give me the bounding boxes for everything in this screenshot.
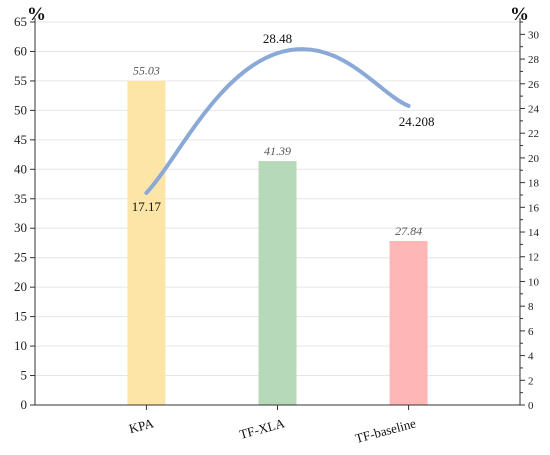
left-tick-label: 20 — [14, 279, 27, 294]
right-tick-label: 6 — [528, 326, 534, 338]
bars — [127, 80, 428, 405]
right-tick-label: 24 — [528, 103, 540, 115]
right-tick-label: 16 — [528, 202, 540, 214]
left-tick-label: 35 — [14, 191, 27, 206]
axes — [30, 18, 525, 410]
left-tick-label: 5 — [21, 368, 28, 383]
right-tick-label: 12 — [528, 252, 539, 264]
category-label: KPA — [127, 415, 155, 436]
left-tick-label: 65 — [14, 14, 27, 29]
category-label: TF-baseline — [353, 415, 417, 446]
left-tick-label: 60 — [14, 43, 27, 58]
left-tick-label: 45 — [14, 132, 27, 147]
category-label: TF-XLA — [238, 415, 287, 442]
right-tick-label: 0 — [528, 400, 534, 412]
right-axis-unit: % — [510, 4, 529, 25]
line-series — [144, 47, 411, 195]
right-tick-label: 22 — [528, 128, 539, 140]
line-value-label: 28.48 — [263, 31, 292, 46]
left-tick-label: 10 — [14, 338, 27, 353]
bar-value-label: 41.39 — [264, 144, 291, 158]
left-tick-label: 0 — [21, 397, 28, 412]
left-tick-label: 55 — [14, 73, 27, 88]
right-tick-label: 10 — [528, 276, 540, 288]
right-tick-label: 18 — [528, 178, 540, 190]
left-tick-label: 30 — [14, 220, 27, 235]
line-value-label: 24.208 — [399, 114, 435, 129]
line-value-label: 17.17 — [132, 199, 162, 214]
bar-kpa — [127, 80, 166, 405]
right-tick-label: 20 — [528, 153, 540, 165]
bar-value-label: 27.84 — [395, 224, 422, 238]
left-tick-label: 15 — [14, 309, 27, 324]
right-tick-label: 28 — [528, 54, 540, 66]
line-series-path — [144, 47, 411, 195]
left-tick-label: 50 — [14, 102, 27, 117]
right-tick-label: 30 — [528, 29, 540, 41]
bar-tf-baseline — [389, 240, 428, 405]
right-tick-label: 26 — [528, 79, 540, 91]
right-tick-label: 2 — [528, 375, 534, 387]
left-tick-label: 40 — [14, 161, 27, 176]
right-tick-label: 4 — [528, 351, 534, 363]
left-axis-unit: % — [27, 4, 46, 25]
bar-tf-xla — [258, 161, 297, 405]
bar-value-label: 55.03 — [133, 64, 160, 78]
right-tick-label: 14 — [528, 227, 540, 239]
left-tick-label: 25 — [14, 250, 27, 265]
right-tick-label: 8 — [528, 301, 534, 313]
